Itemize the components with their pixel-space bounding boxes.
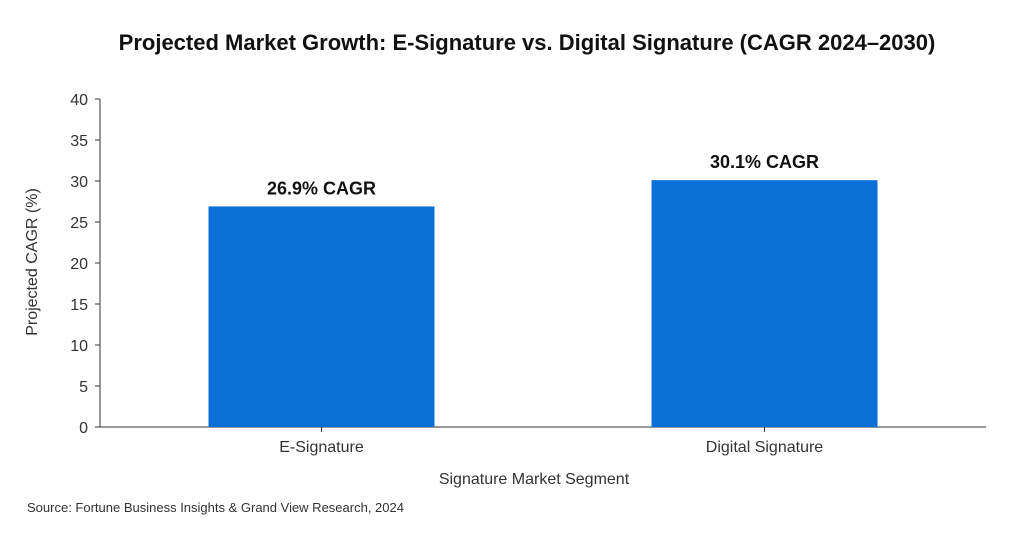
x-axis-title: Signature Market Segment xyxy=(439,471,630,488)
chart-title: Projected Market Growth: E-Signature vs.… xyxy=(119,30,936,55)
y-axis: 0 5 10 15 20 25 30 35 40 xyxy=(70,92,101,437)
y-tick-label: 30 xyxy=(70,174,88,191)
x-tick-label: Digital Signature xyxy=(706,439,824,456)
x-tick-label: E-Signature xyxy=(279,439,364,456)
y-tick-label: 10 xyxy=(70,338,88,355)
y-tick-label: 20 xyxy=(70,256,88,273)
y-axis-title: Projected CAGR (%) xyxy=(24,188,41,336)
y-tick-label: 15 xyxy=(70,297,88,314)
data-labels: 26.9% CAGR 30.1% CAGR xyxy=(267,152,819,198)
x-axis: E-Signature Digital Signature xyxy=(100,426,986,456)
bar xyxy=(651,180,878,427)
source-note: Source: Fortune Business Insights & Gran… xyxy=(27,500,404,515)
bars xyxy=(208,180,878,427)
y-tick-label: 5 xyxy=(79,379,88,396)
y-tick-label: 40 xyxy=(70,92,88,109)
y-tick-label: 35 xyxy=(70,133,88,150)
bar-data-label: 26.9% CAGR xyxy=(267,178,376,198)
y-tick-label: 25 xyxy=(70,215,88,232)
y-tick-label: 0 xyxy=(79,420,88,437)
bar xyxy=(208,206,435,427)
bar-data-label: 30.1% CAGR xyxy=(710,152,819,172)
